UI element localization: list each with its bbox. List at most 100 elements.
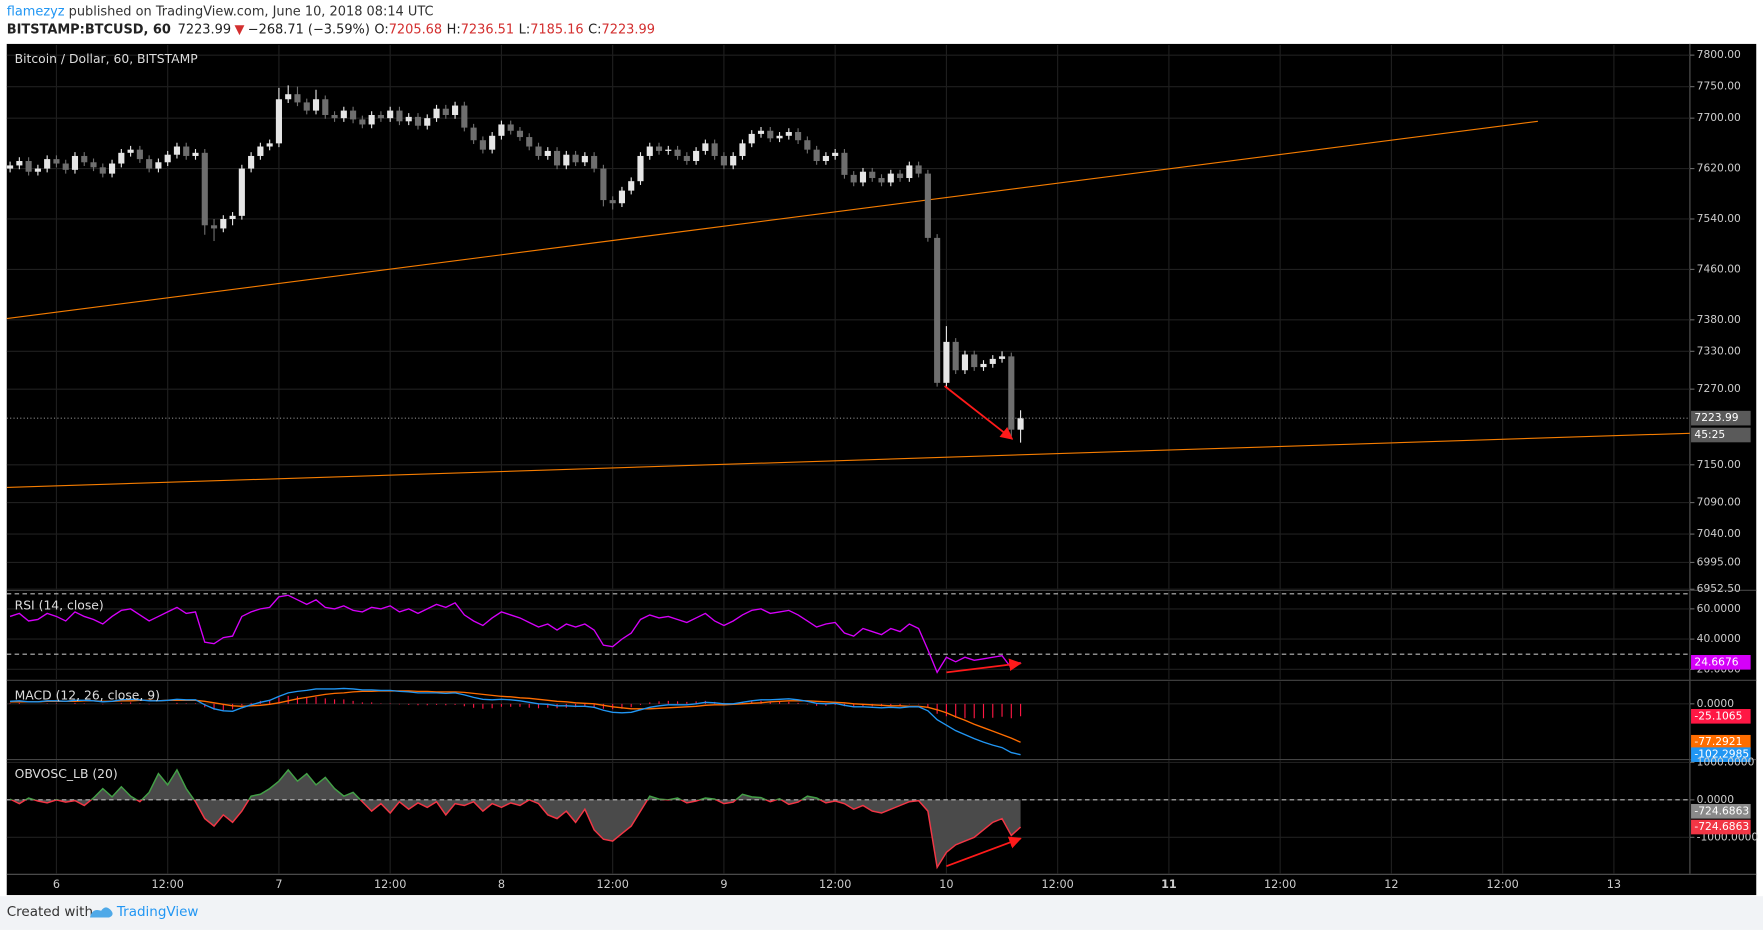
candle-body [53, 159, 60, 164]
last-value-label-bg [1691, 654, 1751, 670]
candle-body [563, 154, 570, 166]
candle-body [173, 146, 181, 155]
footer-text: Created with [7, 904, 93, 920]
candle-body [238, 168, 245, 216]
series-line [9, 594, 1021, 674]
candle-body [841, 152, 848, 175]
candle-body [442, 108, 449, 116]
candle-body [507, 124, 514, 131]
last-value-label-bg [1691, 734, 1751, 750]
x-tick-label: 10 [939, 878, 953, 891]
candle-body [934, 237, 941, 383]
symbol: BITSTAMP:BTCUSD, 60 [7, 22, 171, 37]
candle-body [572, 154, 579, 163]
candle-body [980, 363, 987, 368]
candle-body [915, 165, 922, 174]
pane-title: Bitcoin / Dollar, 60, BITSTAMP [15, 52, 199, 66]
candle-body [396, 110, 403, 122]
candle-body [331, 115, 338, 119]
x-tick-label: 12:00 [151, 878, 183, 891]
candle-body [452, 105, 459, 116]
candle-body [164, 154, 171, 163]
candle-body [832, 152, 839, 156]
footer-bg [0, 896, 1763, 930]
candle-body [859, 171, 867, 183]
author[interactable]: flamezyz [7, 4, 65, 19]
series-line [10, 687, 1021, 756]
candle-body [229, 215, 236, 219]
candle-body [822, 155, 829, 162]
y-tick-label: 7700.00 [1697, 111, 1741, 124]
candle-body [693, 150, 700, 162]
change: −268.71 (−3.59%) [248, 22, 370, 37]
candle-body [730, 155, 737, 166]
candle-body [498, 124, 505, 136]
candle-body [850, 174, 857, 183]
last-price-label: 7223.99 [1694, 411, 1738, 424]
last-value-label-bg [1691, 747, 1751, 763]
low-value: 7185.16 [530, 22, 583, 37]
countdown-label: 45:25 [1694, 428, 1725, 441]
last-value-label: -724.6863 [1694, 820, 1749, 833]
candle-body [878, 178, 885, 183]
y-tick-label: 6952.50 [1697, 582, 1741, 595]
candle-body [655, 146, 663, 151]
candle-body [377, 115, 384, 119]
tradingview-logo [89, 907, 113, 918]
change-arrow: ▼ [234, 22, 244, 37]
candle-body [90, 162, 97, 168]
x-tick-label: 6 [53, 878, 60, 891]
y-tick-label: 7800.00 [1697, 48, 1741, 61]
candle-body [387, 110, 394, 119]
last-value-label: 24.6676 [1694, 655, 1738, 668]
area-fill [10, 769, 1021, 868]
publish-info: published on TradingView.com, June 10, 2… [65, 4, 434, 19]
y-tick-label: 6995.00 [1697, 555, 1741, 568]
candle-body [136, 149, 143, 160]
candle-body [7, 165, 14, 169]
candle-body [924, 173, 931, 238]
x-tick-label: 12:00 [819, 878, 851, 891]
candle-body [591, 155, 598, 169]
pane-title: OBVOSC_LB (20) [15, 767, 118, 781]
candle-body [665, 149, 672, 151]
candle-body [600, 168, 607, 201]
annotation-arrow [946, 836, 1022, 868]
series-line [10, 690, 1021, 743]
pane [6, 591, 1690, 680]
candle-body [405, 116, 412, 122]
candle-body [1017, 418, 1024, 430]
candle-body [887, 173, 894, 183]
open-label: O: [374, 22, 388, 37]
footer-brand[interactable]: TradingView [116, 904, 198, 920]
last-value-label: -102.2985 [1694, 748, 1749, 761]
candle-body [989, 358, 996, 364]
pane-title: MACD (12, 26, close, 9) [15, 689, 160, 703]
open-value: 7205.68 [389, 22, 442, 37]
candle-body [998, 356, 1006, 359]
candle-body [553, 150, 561, 166]
y-tick-label: 0.0000 [1697, 793, 1735, 806]
candle-body [702, 143, 709, 151]
candle-body [34, 168, 41, 172]
last-price: 7223.99 [178, 22, 231, 37]
y-tick-label: 7150.00 [1697, 458, 1741, 471]
low-label: L: [519, 22, 531, 37]
symbol-line: BITSTAMP:BTCUSD, 60 7223.99 ▼ −268.71 (−3.5… [7, 22, 655, 37]
candle-body [804, 140, 811, 150]
candle-body [1008, 356, 1015, 430]
x-tick-label: 7 [275, 878, 282, 891]
candle-body [192, 152, 199, 156]
candle-body [414, 116, 422, 126]
y-tick-label: 7270.00 [1697, 382, 1741, 395]
candle-body [776, 135, 783, 139]
candle-body [16, 161, 23, 166]
candle-body [748, 133, 755, 144]
high-label: H: [447, 22, 461, 37]
candle-body [489, 135, 496, 150]
close-value: 7223.99 [602, 22, 655, 37]
candle-body [795, 132, 802, 141]
publish-line: flamezyz published on TradingView.com, J… [7, 4, 434, 19]
y-tick-label: 0.0000 [1697, 697, 1735, 710]
